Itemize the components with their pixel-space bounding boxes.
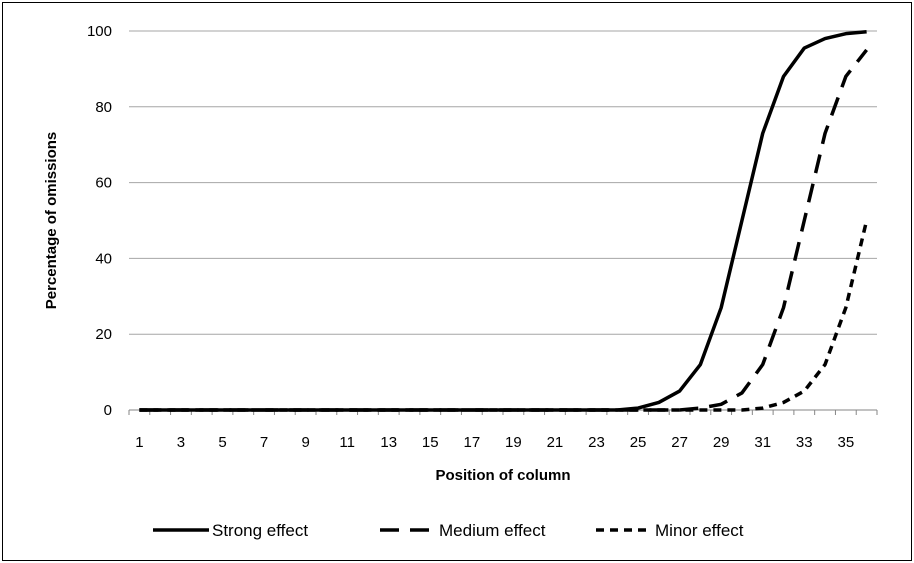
x-tick-label: 9 xyxy=(301,434,309,451)
x-tick-label: 23 xyxy=(588,434,605,451)
x-tick-label: 35 xyxy=(837,434,854,451)
x-tick-label: 19 xyxy=(505,434,522,451)
legend-label: Minor effect xyxy=(655,521,744,540)
y-tick-label: 0 xyxy=(104,402,112,419)
x-tick-label: 29 xyxy=(713,434,730,451)
x-tick-label: 13 xyxy=(380,434,397,451)
series-line-medium-effect xyxy=(139,50,866,410)
legend-label: Medium effect xyxy=(439,521,546,540)
x-axis-ticks: 1 3 5 7 9 11 13 15 17 19 21 23 25 27 29 31 33 35 xyxy=(129,410,877,451)
x-tick-label: 31 xyxy=(754,434,771,451)
y-axis-ticks: 0 20 40 60 80 100 xyxy=(87,23,112,419)
x-tick-label: 11 xyxy=(339,434,355,451)
x-tick-label: 33 xyxy=(796,434,813,451)
x-tick-label: 3 xyxy=(177,434,185,451)
y-tick-label: 100 xyxy=(87,23,112,40)
y-tick-label: 80 xyxy=(95,99,112,116)
series-lines xyxy=(139,32,866,410)
y-tick-label: 20 xyxy=(95,326,112,343)
x-tick-label: 5 xyxy=(218,434,226,451)
y-tick-label: 60 xyxy=(95,175,112,192)
legend: Strong effect Medium effect Minor effect xyxy=(153,521,744,540)
x-tick-label: 27 xyxy=(671,434,688,451)
series-line-strong-effect xyxy=(139,32,866,410)
x-tick-label: 1 xyxy=(135,434,143,451)
x-axis-title: Position of column xyxy=(436,467,571,484)
legend-label: Strong effect xyxy=(212,521,308,540)
x-tick-label: 7 xyxy=(260,434,268,451)
y-tick-label: 40 xyxy=(95,250,112,267)
x-tick-label: 21 xyxy=(547,434,564,451)
x-tick-label: 15 xyxy=(422,434,439,451)
gridlines xyxy=(129,31,877,334)
x-tick-label: 17 xyxy=(463,434,480,451)
x-tick-label: 25 xyxy=(630,434,647,451)
series-line-minor-effect xyxy=(139,221,866,411)
y-axis-title: Percentage of omissions xyxy=(43,132,60,310)
